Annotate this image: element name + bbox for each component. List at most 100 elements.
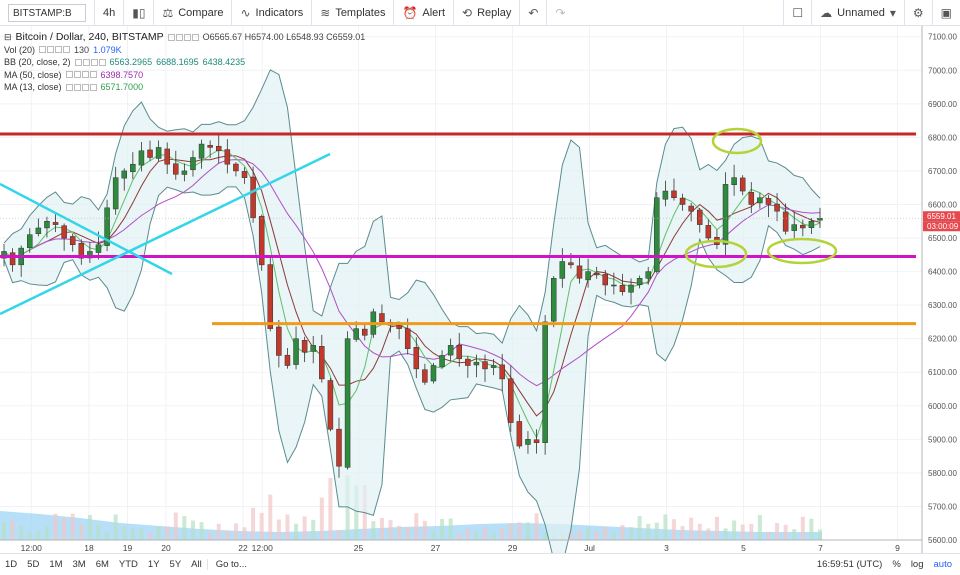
- replay-button[interactable]: ⟲ Replay: [454, 0, 521, 26]
- indicators-button[interactable]: ∿ Indicators: [232, 0, 313, 26]
- candle: [765, 194, 772, 217]
- candle-body: [808, 221, 815, 228]
- goto-button[interactable]: Go to...: [206, 559, 252, 570]
- range-button-3m[interactable]: 3M: [72, 559, 86, 570]
- collapse-icon[interactable]: ⊟: [4, 32, 12, 42]
- candle: [791, 211, 797, 240]
- candle-body: [310, 345, 316, 352]
- volume-bar: [216, 523, 221, 540]
- auto-toggle[interactable]: auto: [933, 559, 953, 570]
- volume-bar: [379, 517, 384, 540]
- range-button-1m[interactable]: 1M: [49, 559, 63, 570]
- legend-volume: Vol (20) 130 1.079K: [4, 44, 365, 57]
- candle: [52, 214, 59, 233]
- candle: [645, 266, 651, 285]
- candle-body: [353, 328, 359, 340]
- fullscreen-button[interactable]: ☐: [783, 0, 813, 26]
- bb-actions[interactable]: [74, 58, 106, 66]
- undo-button[interactable]: ↶: [520, 0, 548, 26]
- replay-icon: ⟲: [462, 5, 473, 20]
- alert-button[interactable]: ⏰ Alert: [394, 0, 455, 26]
- candle: [267, 257, 274, 332]
- range-button-5d[interactable]: 5D: [27, 559, 40, 570]
- volume-bar: [611, 531, 616, 540]
- ma13-label: MA (13, close): [4, 82, 62, 92]
- volume-bar: [543, 532, 548, 540]
- price-axis-bg: [922, 26, 960, 553]
- range-button-all[interactable]: All: [191, 559, 202, 570]
- volume-bar: [397, 525, 402, 540]
- price-tick-label: 6300.00: [928, 301, 957, 310]
- last-price-label: 6559.01: [927, 212, 956, 221]
- templates-button[interactable]: ≋ Templates: [312, 0, 395, 26]
- candle-body: [576, 265, 583, 279]
- candle: [722, 172, 729, 258]
- candle: [413, 337, 420, 379]
- layout-button[interactable]: ☁ Unnamed ▾: [812, 0, 905, 26]
- volume-bar: [594, 531, 599, 540]
- candle-body: [112, 177, 119, 210]
- volume-bar: [242, 527, 247, 540]
- candle: [611, 272, 617, 295]
- percent-toggle[interactable]: %: [892, 559, 901, 570]
- time-tick-label: 29: [508, 543, 518, 553]
- log-toggle[interactable]: log: [910, 559, 924, 570]
- candle: [293, 326, 299, 370]
- volume-bar: [233, 523, 238, 540]
- volume-bar: [113, 514, 118, 540]
- candle: [87, 241, 93, 263]
- ma50-actions[interactable]: [65, 71, 97, 79]
- trendline-falling: [0, 182, 173, 276]
- indicators-icon: ∿: [240, 5, 251, 20]
- time-tick-label: 9: [895, 543, 900, 553]
- range-button-1y[interactable]: 1Y: [147, 559, 160, 570]
- volume-bar: [749, 523, 754, 540]
- candle-body: [336, 428, 342, 467]
- candle: [619, 273, 626, 296]
- volume-bar: [508, 523, 513, 540]
- candle-body: [739, 177, 746, 192]
- interval-button[interactable]: 4h: [95, 0, 125, 26]
- candle-body: [757, 197, 763, 204]
- range-button-6m[interactable]: 6M: [95, 559, 109, 570]
- range-button-ytd[interactable]: YTD: [118, 559, 138, 570]
- volume-bar: [620, 524, 625, 540]
- candle: [636, 275, 643, 289]
- settings-button[interactable]: ⚙: [905, 0, 933, 26]
- range-button-5y[interactable]: 5Y: [169, 559, 182, 570]
- volume-bar: [371, 521, 376, 540]
- candle: [215, 133, 222, 164]
- vol-actions[interactable]: [39, 46, 71, 54]
- compare-button[interactable]: ⚖ Compare: [154, 0, 233, 26]
- volume-bar: [251, 507, 256, 540]
- legend-actions[interactable]: [167, 33, 199, 41]
- bottom-toolbar: 1D 5D 1M 3M 6M YTD 1Y 5Y All Go to... 16:59:51 (…: [0, 553, 960, 575]
- symbol-search[interactable]: BITSTAMP:B: [0, 0, 95, 26]
- candle: [112, 166, 119, 215]
- symbol-input[interactable]: BITSTAMP:B: [8, 3, 86, 22]
- candle: [739, 175, 746, 196]
- price-chart[interactable]: 5600.00 5700.00 5800.00 5900.00 6000.00 6100.…: [0, 26, 960, 553]
- volume-bar: [422, 520, 427, 540]
- redo-button[interactable]: ↷: [547, 0, 573, 26]
- ma13-actions[interactable]: [65, 83, 97, 91]
- candle-body: [525, 439, 531, 445]
- candle-body: [791, 224, 797, 231]
- candle: [696, 207, 703, 233]
- volume-bar: [311, 519, 316, 540]
- indicators-label: Indicators: [255, 6, 304, 19]
- price-tick-label: 5800.00: [928, 469, 957, 478]
- candle-body: [542, 321, 548, 443]
- time-tick-label: 19: [123, 543, 133, 553]
- utc-clock[interactable]: 16:59:51 (UTC): [816, 559, 883, 570]
- cloud-icon: ☁: [820, 5, 833, 20]
- range-button-1d[interactable]: 1D: [5, 559, 18, 570]
- candle: [447, 338, 454, 362]
- candles-icon: ▮▯: [132, 5, 146, 20]
- chart-type-button[interactable]: ▮▯: [124, 0, 155, 26]
- time-axis: 12:00 18 19 20 22 12:00 25 27 29 Jul 3 5 7 9: [0, 539, 922, 553]
- trendline-rising: [0, 152, 331, 316]
- snapshot-button[interactable]: ▣: [933, 0, 960, 26]
- volume-bar: [646, 523, 651, 540]
- last-price-badge: [923, 211, 960, 222]
